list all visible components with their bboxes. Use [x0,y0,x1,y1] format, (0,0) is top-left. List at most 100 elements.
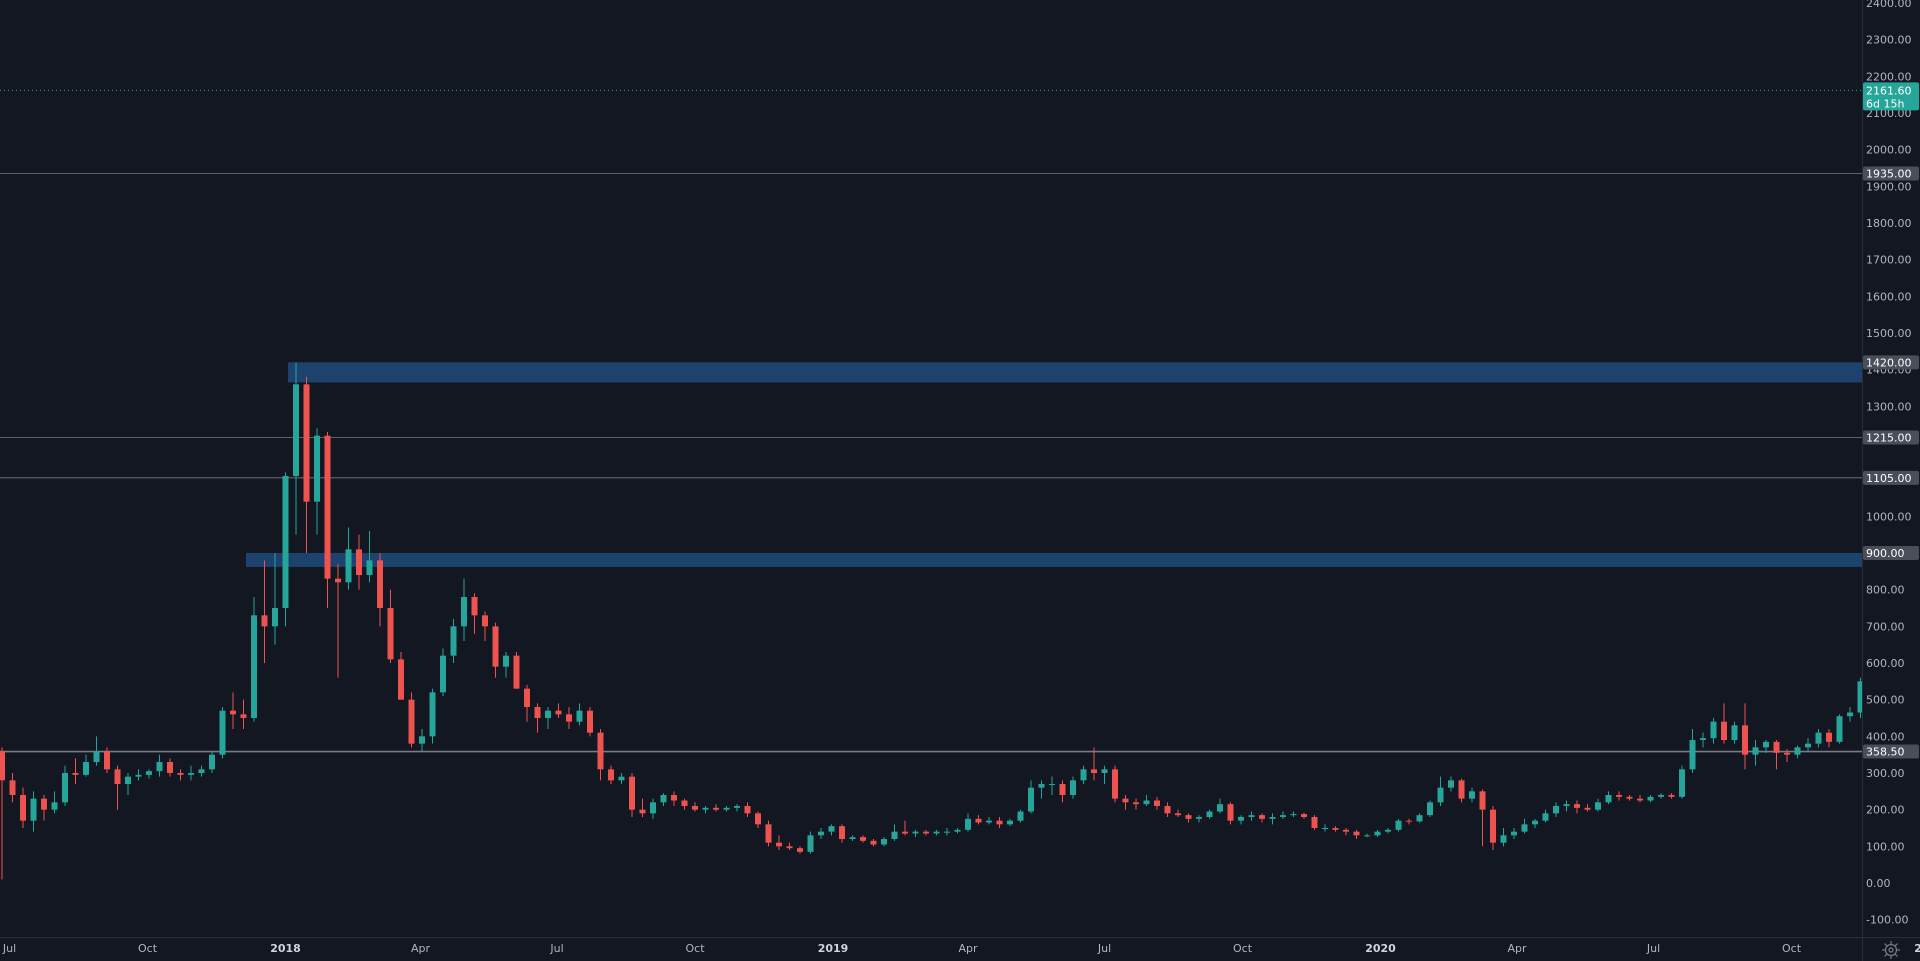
candle[interactable] [1490,806,1496,850]
candle[interactable] [818,828,824,839]
candle[interactable] [356,534,362,590]
candle[interactable] [576,703,583,726]
zone-badge-0[interactable]: 1420.00 [1863,355,1919,370]
candle[interactable] [219,707,226,759]
candle[interactable] [1175,809,1181,817]
candle[interactable] [1658,793,1664,799]
candle[interactable] [167,758,173,777]
candle[interactable] [41,795,47,821]
candle[interactable] [408,692,415,748]
candle[interactable] [1269,813,1276,825]
candle[interactable] [1584,804,1591,812]
candle[interactable] [450,619,457,663]
candle[interactable] [1143,795,1150,806]
candle[interactable] [62,765,68,806]
candle[interactable] [1626,795,1633,801]
candle[interactable] [954,828,961,834]
candle[interactable] [1070,776,1076,799]
candle[interactable] [387,589,394,663]
candle[interactable] [1007,818,1013,827]
candle[interactable] [1290,811,1297,818]
candle[interactable] [776,835,782,850]
level-badge-1[interactable]: 1215.00 [1863,430,1919,445]
candle[interactable] [1710,718,1717,744]
candle[interactable] [860,835,866,843]
candle[interactable] [923,829,929,836]
candle[interactable] [1101,765,1108,784]
candle[interactable] [251,597,257,722]
candle[interactable] [996,817,1003,828]
candle[interactable] [881,837,887,847]
candle[interactable] [1826,729,1832,748]
candle[interactable] [933,829,940,836]
candle[interactable] [965,813,971,832]
candle[interactable] [1437,776,1444,806]
candle[interactable] [1532,818,1538,828]
candle[interactable] [912,829,919,838]
level-badge-2[interactable]: 1105.00 [1863,470,1919,485]
candle[interactable] [702,806,709,814]
candle[interactable] [1059,780,1066,803]
zone-badge-1[interactable]: 900.00 [1863,546,1919,560]
candle[interactable] [608,765,614,784]
candle[interactable] [1637,795,1643,803]
candle[interactable] [1458,778,1465,803]
candle[interactable] [282,472,289,627]
candle[interactable] [1206,809,1213,819]
candle[interactable] [398,652,404,700]
candle[interactable] [1553,802,1559,817]
candle[interactable] [1605,791,1612,805]
candle[interactable] [1784,749,1790,762]
candle[interactable] [1248,811,1255,821]
candle[interactable] [345,527,352,590]
candle[interactable] [1374,829,1381,838]
candle[interactable] [1679,765,1685,799]
candle[interactable] [503,652,509,678]
candle[interactable] [1406,818,1412,825]
time-axis[interactable]: Jul Oct 2018 Apr Jul Oct 2019 Apr Jul Oct 2020 Apr J… [0,937,1920,961]
candle[interactable] [1028,780,1034,814]
candle[interactable] [93,736,100,766]
candle[interactable] [1574,800,1580,814]
candle[interactable] [303,377,310,553]
candle[interactable] [713,804,719,812]
candle[interactable] [1343,828,1349,836]
zone-0[interactable] [288,362,1862,383]
candle[interactable] [744,802,751,817]
candle[interactable] [1836,714,1843,744]
candle[interactable] [20,787,26,828]
candle[interactable] [1133,798,1139,810]
candle[interactable] [1542,809,1549,823]
candle[interactable] [9,773,16,803]
gear-icon[interactable] [1882,941,1900,959]
candle[interactable] [587,707,593,737]
candle[interactable] [261,560,268,663]
candle[interactable] [1091,747,1097,781]
candle[interactable] [786,842,793,850]
candle[interactable] [1122,795,1129,810]
candle[interactable] [902,820,908,836]
candle[interactable] [1731,721,1738,744]
candle[interactable] [1721,703,1727,744]
candle[interactable] [429,688,436,744]
candle[interactable] [1752,740,1759,766]
candle[interactable] [1185,813,1192,823]
candle[interactable] [1322,824,1328,832]
candle[interactable] [1647,795,1654,803]
candle[interactable] [1227,802,1234,825]
candle[interactable] [671,791,677,806]
candle[interactable] [419,729,425,751]
candle[interactable] [807,831,814,854]
candle[interactable] [1311,815,1318,830]
candle[interactable] [230,692,236,729]
candle[interactable] [1773,740,1780,770]
candle[interactable] [366,531,373,583]
candle[interactable] [272,553,278,645]
candle[interactable] [1364,833,1370,838]
candle[interactable] [1395,818,1402,832]
candle[interactable] [734,804,740,812]
candle[interactable] [1112,765,1118,803]
candle[interactable] [975,815,982,825]
